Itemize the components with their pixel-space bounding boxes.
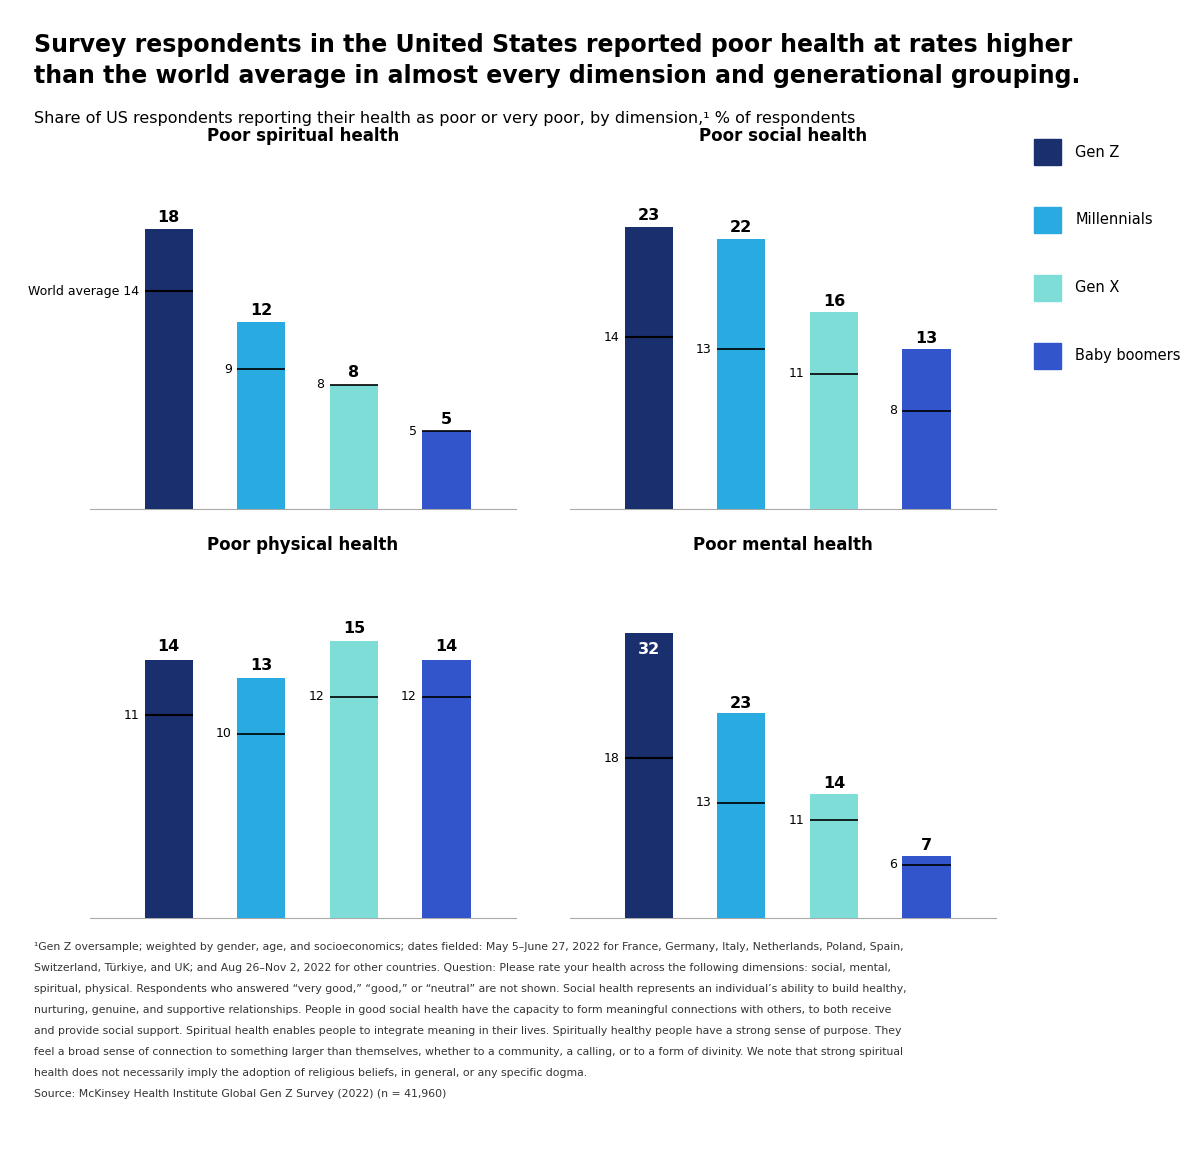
Text: 13: 13 [696,343,712,356]
Bar [330,385,378,509]
Text: 23: 23 [637,208,660,222]
Text: Survey respondents in the United States reported poor health at rates higher: Survey respondents in the United States … [34,33,1072,57]
Text: 11: 11 [788,367,804,380]
Text: 14: 14 [436,639,457,654]
Text: and provide social support. Spiritual health enables people to integrate meaning: and provide social support. Spiritual he… [34,1026,901,1037]
Text: 12: 12 [308,690,324,703]
Text: feel a broad sense of connection to something larger than themselves, whether to: feel a broad sense of connection to some… [34,1047,902,1058]
Text: 6: 6 [889,859,896,872]
Bar [718,239,766,509]
Text: World average 14: World average 14 [28,284,139,298]
Text: Switzerland, Türkiye, and UK; and Aug 26–Nov 2, 2022 for other countries. Questi: Switzerland, Türkiye, and UK; and Aug 26… [34,963,890,973]
Text: Source: McKinsey Health Institute Global Gen Z Survey (2022) (n = 41,960): Source: McKinsey Health Institute Global… [34,1089,446,1100]
Text: ¹Gen Z oversample; weighted by gender, age, and socioeconomics; dates fielded: M: ¹Gen Z oversample; weighted by gender, a… [34,942,904,952]
Title: Poor physical health: Poor physical health [208,537,398,555]
Text: 15: 15 [343,620,365,635]
Text: 32: 32 [637,642,660,658]
Text: 13: 13 [916,331,937,345]
Text: 18: 18 [604,751,619,764]
Text: 22: 22 [731,220,752,235]
Text: 13: 13 [696,796,712,810]
Bar [810,793,858,918]
Text: Gen X: Gen X [1075,281,1120,295]
Text: 11: 11 [124,709,139,722]
Text: 14: 14 [604,331,619,344]
Text: 12: 12 [251,303,272,318]
Text: Millennials: Millennials [1075,213,1153,227]
Bar [625,633,673,918]
Title: Poor social health: Poor social health [698,128,868,145]
Bar [625,227,673,509]
Text: 5: 5 [440,412,452,427]
Text: 5: 5 [409,425,416,438]
Bar [145,660,193,918]
Text: 10: 10 [216,727,232,741]
Text: 14: 14 [157,639,180,654]
Title: Poor mental health: Poor mental health [694,537,872,555]
Text: 11: 11 [788,814,804,827]
Text: 14: 14 [823,776,845,791]
Bar [902,350,950,509]
Title: Poor spiritual health: Poor spiritual health [206,128,400,145]
Text: Gen Z: Gen Z [1075,145,1120,159]
Text: 8: 8 [348,365,360,380]
Text: 7: 7 [920,839,932,853]
Bar [330,641,378,918]
Text: 8: 8 [317,378,324,391]
Text: nurturing, genuine, and supportive relationships. People in good social health h: nurturing, genuine, and supportive relat… [34,1005,890,1016]
Bar [238,679,286,918]
Text: than the world average in almost every dimension and generational grouping.: than the world average in almost every d… [34,64,1080,89]
Bar [145,229,193,509]
Text: 13: 13 [251,658,272,673]
Bar [422,660,470,918]
Bar [238,323,286,509]
Text: 18: 18 [157,209,180,225]
Bar [422,432,470,509]
Text: 16: 16 [823,294,845,309]
Text: Baby boomers: Baby boomers [1075,349,1181,363]
Bar [718,714,766,918]
Text: Share of US respondents reporting their health as poor or very poor, by dimensio: Share of US respondents reporting their … [34,111,854,126]
Text: spiritual, physical. Respondents who answered “very good,” “good,” or “neutral” : spiritual, physical. Respondents who ans… [34,984,906,994]
Bar [810,312,858,509]
Text: 23: 23 [731,696,752,711]
Text: health does not necessarily imply the adoption of religious beliefs, in general,: health does not necessarily imply the ad… [34,1068,587,1079]
Bar [902,856,950,918]
Text: 9: 9 [224,363,232,376]
Text: 8: 8 [889,404,896,418]
Text: 12: 12 [401,690,416,703]
